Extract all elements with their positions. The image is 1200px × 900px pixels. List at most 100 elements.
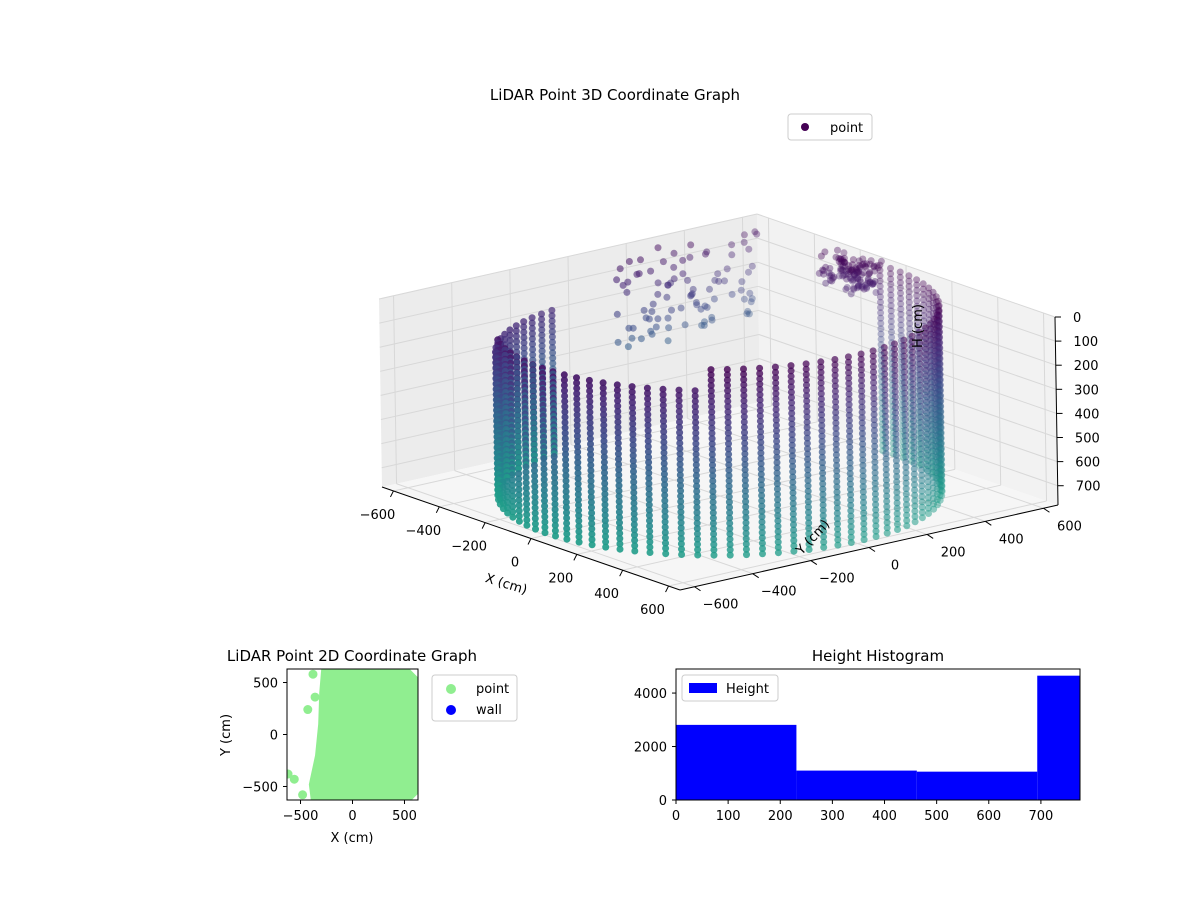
point-3d xyxy=(691,403,699,411)
grid-line-z xyxy=(758,334,1058,438)
grid-line-x xyxy=(951,281,956,470)
tick-mark-y xyxy=(810,560,818,565)
point-3d xyxy=(573,422,581,429)
point-3d xyxy=(614,418,622,426)
point-3d xyxy=(928,420,936,428)
point-3d xyxy=(844,353,852,361)
point-3d xyxy=(515,517,523,525)
point-3d xyxy=(831,377,839,385)
point-3d xyxy=(834,536,842,544)
point-3d xyxy=(864,277,872,284)
point-3d xyxy=(600,458,608,466)
point-3d xyxy=(936,491,944,499)
point-3d xyxy=(937,483,945,491)
point-3d xyxy=(631,547,639,555)
point-3d xyxy=(872,501,880,509)
point-3d xyxy=(758,529,766,537)
point-3d xyxy=(743,310,751,318)
point-3d xyxy=(835,272,843,280)
point-3d xyxy=(817,368,825,376)
point-3d xyxy=(933,362,941,370)
point-3d xyxy=(551,479,559,487)
point-3d xyxy=(697,305,705,313)
point-3d xyxy=(920,301,927,309)
point-3d xyxy=(678,551,686,558)
point-3d xyxy=(927,367,935,375)
point-3d xyxy=(859,440,867,448)
point-3d xyxy=(561,429,569,437)
point-3d xyxy=(601,501,609,509)
point-3d xyxy=(917,402,925,410)
point-3d xyxy=(935,427,943,435)
point-3d xyxy=(693,482,701,490)
point-3d xyxy=(721,277,728,285)
point-3d xyxy=(932,453,940,461)
point-3d xyxy=(679,270,687,278)
point-3d xyxy=(831,371,839,379)
point-3d xyxy=(901,405,909,413)
point-3d xyxy=(928,410,936,418)
point-3d xyxy=(936,381,944,388)
point-3d xyxy=(870,262,878,270)
point-3d xyxy=(838,266,846,274)
point-3d xyxy=(931,336,939,344)
point-3d xyxy=(897,305,905,313)
point-3d xyxy=(828,277,836,285)
point-3d xyxy=(844,270,852,278)
tick-mark-x xyxy=(527,538,532,545)
point-3d xyxy=(709,493,717,501)
point-3d xyxy=(817,395,825,403)
point-3d xyxy=(520,323,528,331)
point-3d xyxy=(853,266,861,273)
point-3d xyxy=(725,445,732,453)
point-3d xyxy=(817,374,825,382)
point-3d xyxy=(922,356,930,364)
tick-label-y: 200 xyxy=(941,545,966,560)
point-3d xyxy=(829,274,837,282)
point-3d xyxy=(629,452,637,460)
point-3d xyxy=(937,465,945,473)
point-3d xyxy=(540,465,548,473)
point-3d xyxy=(933,341,941,348)
grid-line-y xyxy=(625,243,630,432)
point-3d xyxy=(515,480,523,488)
point-3d xyxy=(601,474,609,482)
point-3d xyxy=(540,481,548,489)
point-3d xyxy=(561,424,569,432)
point-3d xyxy=(687,241,695,249)
point-3d xyxy=(892,404,900,412)
point-3d xyxy=(882,423,890,431)
point-3d xyxy=(563,525,571,533)
point-3d xyxy=(645,474,653,482)
point-3d xyxy=(709,504,717,511)
point-3d xyxy=(858,371,865,379)
point-3d xyxy=(665,324,673,332)
grid-line-z xyxy=(757,261,1056,366)
point-3d xyxy=(693,519,701,527)
point-3d xyxy=(928,399,936,407)
tick-label-x: 200 xyxy=(548,571,573,586)
point-3d xyxy=(586,424,594,432)
point-3d xyxy=(528,324,536,332)
point-3d xyxy=(529,346,537,353)
histogram-bar xyxy=(676,724,797,800)
point-3d xyxy=(587,493,595,501)
point-3d xyxy=(509,508,517,516)
point-3d xyxy=(922,377,930,385)
point-3d xyxy=(508,481,516,489)
point-3d xyxy=(692,424,700,432)
point-3d xyxy=(805,546,813,553)
point-3d xyxy=(887,318,895,325)
point-3d xyxy=(646,527,654,535)
point-3d xyxy=(934,399,942,407)
point-3d xyxy=(663,293,671,301)
point-3d xyxy=(868,280,876,288)
point-3d xyxy=(789,500,797,507)
point-3d xyxy=(772,368,779,376)
point-3d xyxy=(772,406,780,413)
point-3d xyxy=(790,547,798,555)
point-3d xyxy=(935,317,943,325)
point-3d xyxy=(522,484,530,492)
point-3d xyxy=(846,480,854,488)
point-3d xyxy=(935,449,943,457)
